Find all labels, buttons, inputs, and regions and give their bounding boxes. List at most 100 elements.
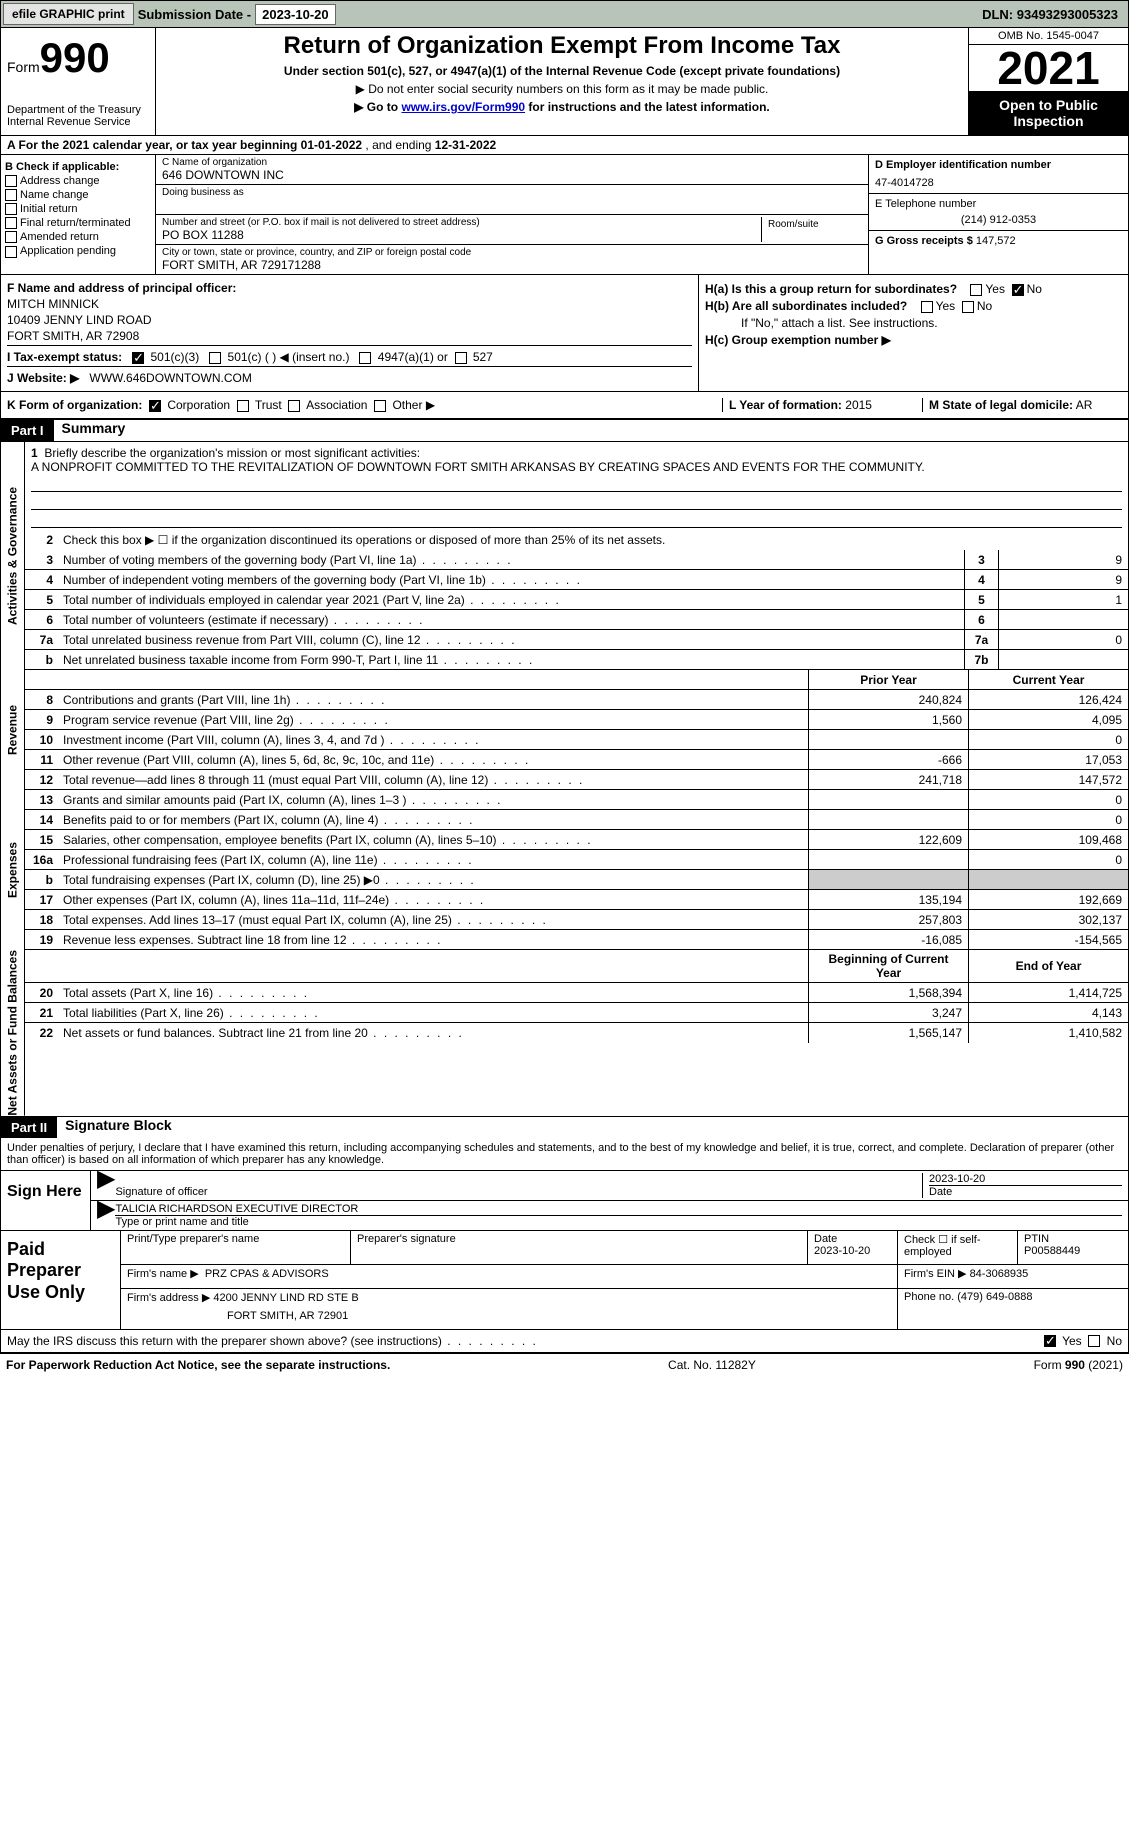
header-boy: Beginning of Current Year — [808, 950, 968, 982]
dba-label: Doing business as — [162, 187, 862, 198]
dln: DLN: 93493293005323 — [982, 7, 1126, 22]
tel-value: (214) 912-0353 — [875, 214, 1122, 226]
check-501c[interactable] — [209, 352, 221, 364]
irs-link[interactable]: www.irs.gov/Form990 — [401, 100, 525, 114]
addr-value: PO BOX 11288 — [162, 228, 761, 242]
check-name-change[interactable] — [5, 189, 17, 201]
check-amended[interactable] — [5, 231, 17, 243]
city-label: City or town, state or province, country… — [162, 247, 862, 258]
header-eoy: End of Year — [968, 950, 1128, 982]
org-name-label: C Name of organization — [162, 157, 862, 168]
check-501c3[interactable] — [132, 352, 144, 364]
hb-no[interactable] — [962, 301, 974, 313]
block-bcd: B Check if applicable: Address change Na… — [0, 155, 1129, 274]
col-b-checkboxes: B Check if applicable: Address change Na… — [1, 155, 156, 274]
submission-date-value: 2023-10-20 — [255, 4, 336, 25]
discuss-question: May the IRS discuss this return with the… — [7, 1334, 538, 1348]
j-label: J Website: ▶ — [7, 371, 79, 385]
part2-header: Part II Signature Block — [0, 1117, 1129, 1138]
sign-here-label: Sign Here — [1, 1171, 91, 1230]
netassets-section: Net Assets or Fund Balances Beginning of… — [0, 950, 1129, 1117]
line2: Check this box ▶ ☐ if the organization d… — [59, 531, 1128, 549]
hc-label: H(c) Group exemption number ▶ — [705, 333, 891, 347]
k-assoc[interactable] — [288, 400, 300, 412]
check-initial-return[interactable] — [5, 203, 17, 215]
submission-date-label: Submission Date - — [138, 7, 251, 22]
website: WWW.646DOWNTOWN.COM — [89, 371, 251, 385]
sig-date: 2023-10-20 — [929, 1173, 1122, 1185]
perjury-declaration: Under penalties of perjury, I declare th… — [1, 1138, 1128, 1171]
mission-text: A NONPROFIT COMMITTED TO THE REVITALIZAT… — [31, 460, 1122, 474]
sig-officer-label: Signature of officer — [115, 1186, 207, 1198]
check-527[interactable] — [455, 352, 467, 364]
side-governance: Activities & Governance — [1, 442, 25, 670]
k-trust[interactable] — [237, 400, 249, 412]
officer-name: MITCH MINNICK — [7, 297, 692, 311]
gross-label: G Gross receipts $ — [875, 235, 973, 247]
dept-treasury: Department of the Treasury Internal Reve… — [7, 104, 149, 128]
paperwork-notice: For Paperwork Reduction Act Notice, see … — [6, 1358, 390, 1372]
revenue-section: Revenue Prior Year Current Year 8Contrib… — [0, 670, 1129, 790]
side-expenses: Expenses — [1, 790, 25, 950]
form-number: Form990 — [7, 34, 149, 82]
sign-arrow-icon-2: ▶ — [97, 1203, 115, 1228]
public-inspection: Open to Public Inspection — [969, 91, 1128, 135]
part1-header: Part I Summary — [0, 419, 1129, 441]
discuss-no[interactable] — [1088, 1335, 1100, 1347]
check-final-return[interactable] — [5, 217, 17, 229]
signature-block: Under penalties of perjury, I declare th… — [0, 1138, 1129, 1353]
org-name: 646 DOWNTOWN INC — [162, 168, 862, 182]
mission-label: Briefly describe the organization's miss… — [44, 446, 420, 460]
discuss-yes[interactable] — [1044, 1335, 1056, 1347]
check-address-change[interactable] — [5, 175, 17, 187]
ha-no[interactable] — [1012, 284, 1024, 296]
goto-note: ▶ Go to www.irs.gov/Form990 for instruct… — [160, 100, 964, 114]
f-label: F Name and address of principal officer: — [7, 281, 236, 295]
i-label: I Tax-exempt status: — [7, 350, 122, 364]
tel-label: E Telephone number — [875, 198, 1122, 210]
tax-year: 2021 — [969, 45, 1128, 91]
ssn-note: ▶ Do not enter social security numbers o… — [160, 82, 964, 96]
form-title: Return of Organization Exempt From Incom… — [160, 32, 964, 60]
sign-arrow-icon: ▶ — [97, 1173, 115, 1198]
expenses-section: Expenses 13Grants and similar amounts pa… — [0, 790, 1129, 950]
header-current-year: Current Year — [968, 670, 1128, 689]
row-k: K Form of organization: Corporation Trus… — [0, 391, 1129, 419]
ein-value: 47-4014728 — [875, 177, 1122, 189]
date-label: Date — [929, 1185, 1122, 1198]
ein-label: D Employer identification number — [875, 159, 1051, 171]
efile-print-button[interactable]: efile GRAPHIC print — [3, 3, 134, 25]
officer-addr1: 10409 JENNY LIND ROAD — [7, 313, 692, 327]
gross-value: 147,572 — [976, 235, 1016, 247]
form-subtitle: Under section 501(c), 527, or 4947(a)(1)… — [160, 64, 964, 78]
addr-label: Number and street (or P.O. box if mail i… — [162, 217, 761, 228]
ha-label: H(a) Is this a group return for subordin… — [705, 282, 957, 296]
form-ref: Form 990 (2021) — [1034, 1358, 1123, 1372]
name-title-label: Type or print name and title — [115, 1216, 1122, 1228]
paid-preparer-label: Paid Preparer Use Only — [1, 1231, 121, 1329]
row-a-period: A For the 2021 calendar year, or tax yea… — [0, 136, 1129, 155]
col-c-org-info: C Name of organization 646 DOWNTOWN INC … — [156, 155, 868, 274]
hb-note: If "No," attach a list. See instructions… — [705, 316, 1122, 330]
officer-name-title: TALICIA RICHARDSON EXECUTIVE DIRECTOR — [115, 1203, 1122, 1216]
block-f-to-j: F Name and address of principal officer:… — [0, 274, 1129, 391]
side-netassets: Net Assets or Fund Balances — [1, 950, 25, 1116]
city-value: FORT SMITH, AR 729171288 — [162, 258, 862, 272]
col-d-ein: D Employer identification number 47-4014… — [868, 155, 1128, 274]
cat-no: Cat. No. 11282Y — [668, 1358, 756, 1372]
check-app-pending[interactable] — [5, 246, 17, 258]
check-4947[interactable] — [359, 352, 371, 364]
header-prior-year: Prior Year — [808, 670, 968, 689]
part1-body: Activities & Governance 1 Briefly descri… — [0, 441, 1129, 670]
officer-addr2: FORT SMITH, AR 72908 — [7, 329, 692, 343]
side-revenue: Revenue — [1, 670, 25, 790]
hb-yes[interactable] — [921, 301, 933, 313]
page-footer: For Paperwork Reduction Act Notice, see … — [0, 1353, 1129, 1376]
form-header: Form990 Department of the Treasury Inter… — [0, 28, 1129, 136]
k-corp[interactable] — [149, 400, 161, 412]
k-other[interactable] — [374, 400, 386, 412]
top-toolbar: efile GRAPHIC print Submission Date - 20… — [0, 0, 1129, 28]
ha-yes[interactable] — [970, 284, 982, 296]
room-label: Room/suite — [768, 219, 856, 230]
hb-label: H(b) Are all subordinates included? — [705, 299, 907, 313]
